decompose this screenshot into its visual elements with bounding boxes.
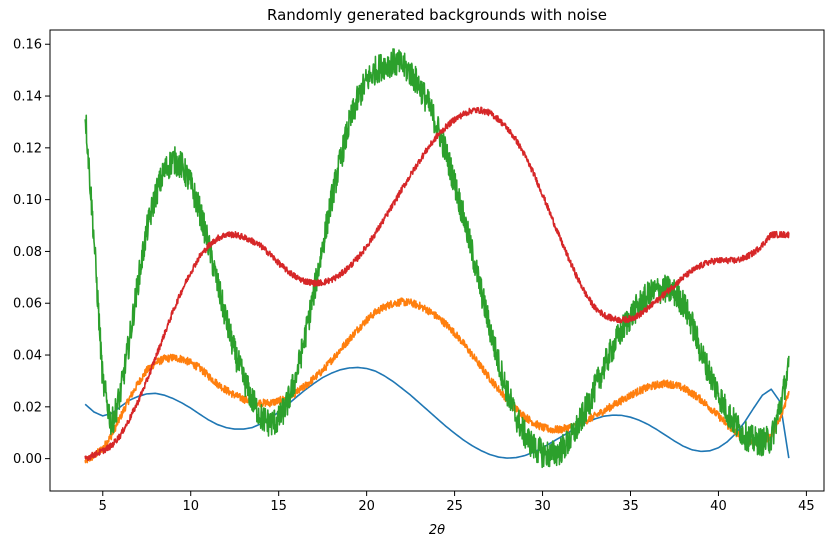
series-line-3: [84, 48, 790, 469]
series-line-4: [84, 106, 790, 462]
y-tick-label: 0.14: [13, 90, 42, 105]
x-tick-label: 20: [358, 499, 375, 514]
y-tick-label: 0.04: [13, 349, 42, 364]
x-tick-label: 30: [534, 499, 551, 514]
series-line-1: [84, 366, 790, 459]
y-tick-label: 0.02: [13, 400, 42, 415]
y-tick-label: 0.16: [13, 38, 42, 53]
x-tick-label: 25: [446, 499, 463, 514]
series-layer: [84, 48, 790, 469]
y-tick-label: 0.10: [13, 193, 42, 208]
x-axis: 5 10 15 20 25 30 35 40 45: [99, 491, 815, 514]
y-tick-label: 0.12: [13, 141, 42, 156]
y-tick-label: 0.06: [13, 297, 42, 312]
y-tick-label: 0.08: [13, 245, 42, 260]
chart-title: Randomly generated backgrounds with nois…: [267, 6, 607, 24]
x-axis-label: 2θ: [429, 523, 445, 538]
x-tick-label: 45: [798, 499, 815, 514]
x-tick-label: 15: [270, 499, 287, 514]
x-tick-label: 40: [710, 499, 727, 514]
x-tick-label: 35: [622, 499, 639, 514]
y-axis: 0.00 0.02 0.04 0.06 0.08 0.10 0.12 0.14 0.16: [13, 38, 50, 467]
plot-frame: [49, 29, 825, 492]
x-tick-label: 10: [182, 499, 199, 514]
y-tick-label: 0.00: [13, 452, 42, 467]
x-tick-label: 5: [99, 499, 107, 514]
series-line-2: [84, 297, 790, 464]
